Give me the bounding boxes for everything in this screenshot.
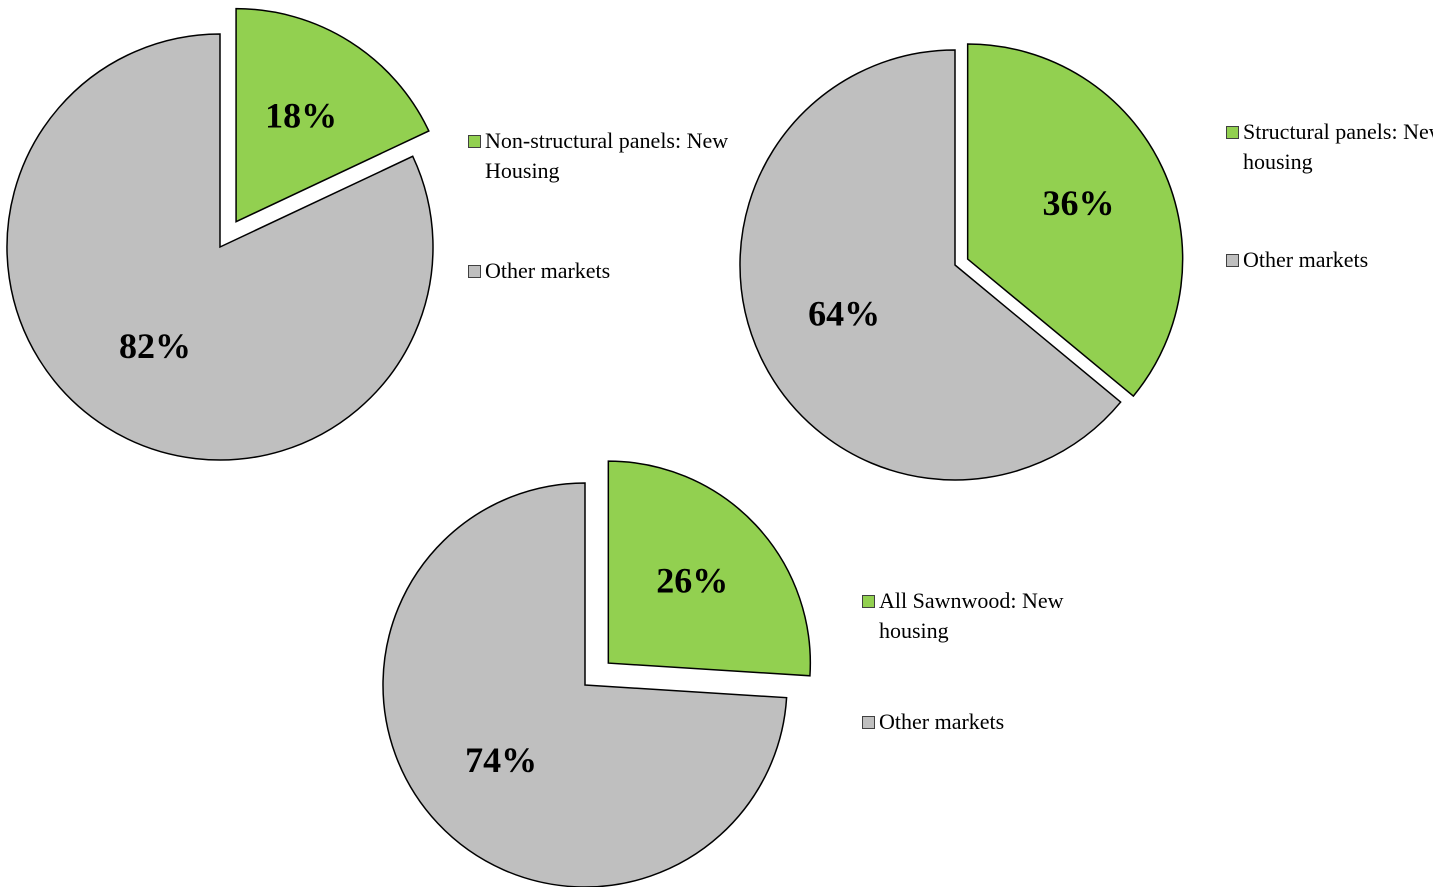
data-label: 74% (465, 740, 537, 780)
legend-item: Non-structural panels: New Housing (468, 126, 747, 186)
pie-slice (739, 49, 1122, 481)
legend-item: All Sawnwood: New housing (862, 586, 1069, 646)
pie-slice (235, 7, 430, 223)
legend: Non-structural panels: New Housing Other … (468, 126, 747, 286)
legend: Structural panels: New housing Other mark… (1226, 117, 1433, 275)
legend-marker (1226, 126, 1239, 139)
legend-item: Other markets (468, 256, 747, 286)
pie-slice (6, 33, 434, 461)
legend-marker (468, 135, 481, 148)
legend-label: All Sawnwood: New housing (879, 588, 1064, 643)
pie-slice (966, 43, 1184, 398)
legend-item: Structural panels: New housing (1226, 117, 1433, 177)
data-label: 36% (1043, 183, 1115, 223)
data-label: 26% (656, 561, 728, 601)
legend-label: Other markets (1243, 247, 1369, 272)
data-label: 82% (119, 326, 191, 366)
pie-slice (607, 460, 812, 677)
legend-label: Other markets (879, 709, 1005, 734)
legend-marker (1226, 254, 1239, 267)
legend-marker (862, 595, 875, 608)
legend-label: Other markets (485, 258, 611, 283)
data-label: 64% (808, 293, 880, 333)
legend-item: Other markets (862, 707, 1069, 737)
legend-item: Other markets (1226, 245, 1433, 275)
legend-label: Structural panels: New housing (1243, 119, 1433, 174)
pie-slice (382, 482, 788, 887)
legend-marker (862, 716, 875, 729)
legend-marker (468, 265, 481, 278)
legend-label: Non-structural panels: New Housing (485, 128, 729, 183)
legend: All Sawnwood: New housing Other markets (862, 586, 1069, 737)
data-label: 18% (265, 95, 337, 135)
